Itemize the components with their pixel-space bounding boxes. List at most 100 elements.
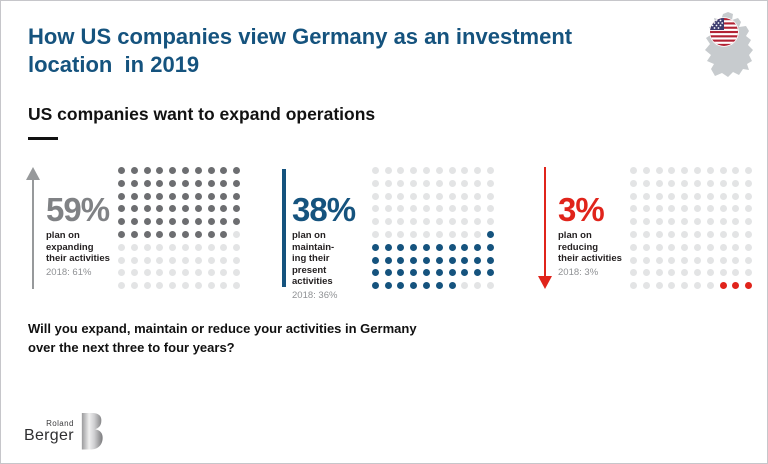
dot xyxy=(397,179,405,187)
dot xyxy=(630,256,637,264)
dot xyxy=(423,269,431,277)
dot xyxy=(207,205,215,213)
dot xyxy=(461,256,469,264)
dot xyxy=(655,205,663,213)
dot xyxy=(410,218,418,226)
dot xyxy=(384,218,392,226)
dot xyxy=(487,256,494,264)
dot xyxy=(487,230,494,238)
dot xyxy=(668,230,676,238)
dot xyxy=(130,282,138,290)
dot xyxy=(371,282,379,290)
stat-previous-year: 2018: 36% xyxy=(292,289,338,301)
dot xyxy=(181,167,189,174)
dot xyxy=(371,243,379,251)
dot xyxy=(668,218,676,226)
dot xyxy=(233,218,241,226)
dot xyxy=(397,167,405,174)
dot xyxy=(156,218,164,226)
dot xyxy=(435,230,443,238)
dot xyxy=(732,230,740,238)
dot xyxy=(487,179,494,187)
dot xyxy=(143,269,151,277)
dot xyxy=(745,179,753,187)
dot xyxy=(487,282,494,290)
dot xyxy=(732,192,740,200)
dot xyxy=(719,192,727,200)
stat-text: 59% plan on expanding their activities 201… xyxy=(46,193,118,278)
down-arrow-icon xyxy=(538,167,552,289)
dot xyxy=(642,269,650,277)
stat-value: 38% xyxy=(292,191,356,228)
dot xyxy=(681,218,689,226)
dot xyxy=(655,269,663,277)
dot-matrix xyxy=(118,167,241,290)
dot xyxy=(410,282,418,290)
dot xyxy=(118,269,125,277)
dot xyxy=(668,167,676,174)
dot xyxy=(156,230,164,238)
dot xyxy=(745,218,753,226)
dot xyxy=(130,179,138,187)
dot xyxy=(397,205,405,213)
dot xyxy=(474,205,482,213)
dot xyxy=(156,192,164,200)
dot xyxy=(207,243,215,251)
dot xyxy=(169,192,177,200)
dot xyxy=(474,167,482,174)
dot xyxy=(681,256,689,264)
dot xyxy=(233,205,241,213)
arrow-stem xyxy=(543,167,547,276)
dot xyxy=(181,282,189,290)
section-heading: US companies want to expand operations xyxy=(28,104,376,124)
roland-berger-b-icon xyxy=(81,413,103,450)
dot xyxy=(448,269,456,277)
dot xyxy=(461,218,469,226)
dot xyxy=(181,243,189,251)
dot xyxy=(169,205,177,213)
dot xyxy=(371,192,379,200)
dot xyxy=(435,282,443,290)
dot xyxy=(732,243,740,251)
up-arrow-icon xyxy=(26,167,40,289)
dot xyxy=(668,282,676,290)
dot xyxy=(384,230,392,238)
dot xyxy=(435,192,443,200)
dot xyxy=(194,282,202,290)
dot xyxy=(156,167,164,174)
dot xyxy=(642,243,650,251)
dot xyxy=(745,167,753,174)
dot xyxy=(461,205,469,213)
dot xyxy=(233,282,241,290)
dot xyxy=(220,205,228,213)
dot xyxy=(745,192,753,200)
dot xyxy=(371,167,379,174)
dot xyxy=(461,269,469,277)
dot xyxy=(384,179,392,187)
dot xyxy=(384,192,392,200)
stat-label: plan on reducing their activities xyxy=(558,230,622,264)
dot xyxy=(169,167,177,174)
roland-berger-logo: Roland Berger xyxy=(24,413,104,450)
arrow-head xyxy=(26,167,40,180)
dot xyxy=(681,269,689,277)
logo-roland-text: Roland xyxy=(46,418,74,428)
dot xyxy=(169,256,177,264)
dot xyxy=(220,218,228,226)
dot xyxy=(655,218,663,226)
dot xyxy=(461,230,469,238)
dot xyxy=(487,243,494,251)
dot xyxy=(207,230,215,238)
dot xyxy=(233,256,241,264)
dot xyxy=(706,282,714,290)
dot xyxy=(642,205,650,213)
dot xyxy=(732,282,740,290)
dot xyxy=(655,256,663,264)
dot xyxy=(194,192,202,200)
dot xyxy=(207,269,215,277)
stat-text: 3% plan on reducing their activities 2018:… xyxy=(558,193,630,278)
dot xyxy=(732,256,740,264)
heading-underline xyxy=(28,137,58,140)
dot xyxy=(706,179,714,187)
dot xyxy=(220,230,228,238)
